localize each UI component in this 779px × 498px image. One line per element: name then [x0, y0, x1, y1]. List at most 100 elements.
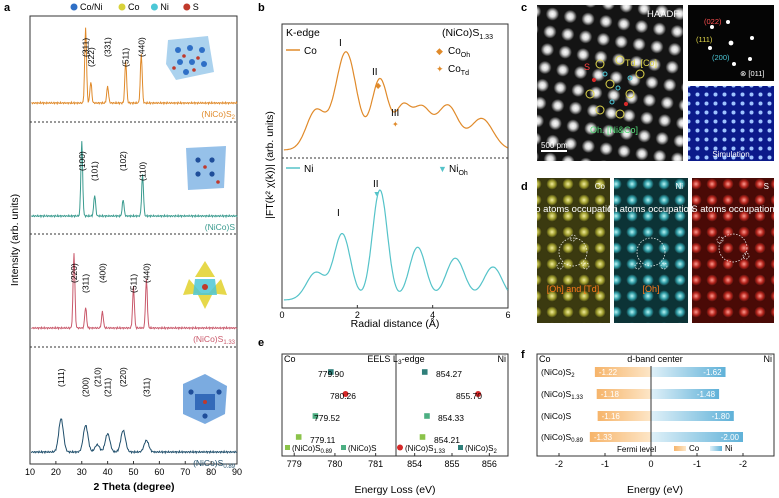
xrd-peak-label-0-0: (311): [81, 38, 91, 57]
xrd-tick-label-3: 40: [103, 467, 113, 477]
ni-oh-label: NiOh: [449, 164, 468, 177]
panel-label-c: c: [521, 2, 527, 14]
svg-text:(NiCo)S2: (NiCo)S2: [465, 444, 497, 455]
panel-a-ylabel: Intensity (arb. units): [9, 194, 21, 286]
ni-oh-marker-symbol: ▼: [438, 164, 447, 174]
f-tick-label-3: -1: [693, 459, 701, 469]
legend-ni-f: Ni: [725, 444, 733, 453]
co-td-marker-symbol: ✦: [436, 64, 444, 74]
legend-a: Co/Ni Co Ni S: [70, 2, 199, 12]
edge-label: K-edge: [286, 27, 320, 39]
xrd-peak-label-0-1: (222): [86, 47, 96, 67]
dband-bars: (NiCo)S2 -1.22 -1.62 (NiCo)S1.33 -1.18 -1.48 (…: [541, 367, 743, 444]
xrd-curve-3: [30, 418, 238, 455]
co-oh-point: ◆: [375, 81, 382, 90]
dband-value-co-1: -1.18: [601, 390, 620, 399]
xrd-peak-label-3-3: (211): [103, 378, 113, 397]
panel-label-e: e: [258, 337, 264, 349]
panel-f-frame: [536, 353, 775, 457]
panel-e-eels: e Co Ni EELS L3-edge 779.90780.26779.527…: [258, 337, 509, 496]
xrd-peak-label-3-4: (220): [118, 367, 128, 387]
eels-value-co-3: 779.11: [310, 435, 336, 445]
dband-value-co-2: -1.16: [602, 412, 621, 421]
co-td-label: CoTd: [448, 64, 469, 77]
material-label: (NiCo)S1.33: [442, 27, 493, 41]
xrd-peak-label-1-1: (101): [90, 161, 100, 181]
dband-value-co-3: -1.33: [594, 433, 613, 442]
legend-a-label-3: S: [193, 2, 199, 12]
xrd-tick-label-8: 90: [232, 467, 242, 477]
b-tick-label-2: 4: [430, 310, 435, 320]
eels-value-ni-2: 854.33: [438, 413, 464, 423]
legend-co-label: Co: [304, 46, 317, 57]
xrd-peak-label-0-3: (511): [121, 48, 131, 67]
s-label: S: [584, 62, 590, 72]
legend-a-label-2: Ni: [160, 2, 169, 12]
eels-point-co-3: [328, 369, 334, 375]
panel-f-xlabel: Energy (eV): [627, 484, 683, 496]
co-map-caption: Co atoms occupation: [528, 204, 617, 215]
svg-text:(NiCo)S1.33: (NiCo)S1.33: [405, 444, 446, 455]
eels-value-ni-3: 854.21: [434, 435, 460, 445]
co-oh-marker-symbol: ◆: [436, 46, 443, 56]
xrd-tick-label-1: 20: [51, 467, 61, 477]
xrd-peak-label-3-1: (200): [81, 377, 91, 397]
xrd-tick-label-0: 10: [25, 467, 35, 477]
eels-value-co-0: 779.90: [318, 369, 344, 379]
dband-value-ni-3: -2.00: [721, 433, 740, 442]
panel-a-xrd: a Co/Ni Co Ni S (311)(222)(331)(511)(440)(N…: [4, 2, 242, 493]
xrd-sample-label-0: (NiCo)S2: [201, 109, 235, 121]
panel-d-eds-maps: d Co Ni S Co atoms occupation Ni atoms o…: [521, 178, 775, 323]
eels-point-ni-3: [421, 369, 428, 375]
crystal-structure-icon-4: [183, 374, 227, 424]
xrd-peak-label-2-1: (311): [81, 274, 91, 293]
dband-value-ni-1: -1.48: [697, 390, 716, 399]
panel-e-ni-tag: Ni: [498, 354, 507, 364]
dband-bar-ni-2: [651, 411, 734, 421]
haadf-image: [537, 5, 683, 161]
e-tick-label-ni-1: 855: [444, 459, 459, 469]
e-tick-label-co-0: 779: [287, 459, 302, 469]
e-tick-label-co-2: 781: [368, 459, 383, 469]
dband-bar-co-2: [597, 411, 651, 421]
panel-label-d: d: [521, 181, 528, 193]
svg-text:Co atoms occupation: Co atoms occupation: [528, 204, 617, 215]
fft-zone-axis: ⊗ [011]: [740, 69, 765, 78]
co-map-bottom: [Oh] and [Td]: [547, 284, 600, 294]
panel-label-b: b: [258, 2, 265, 14]
xrd-sample-label-3: (NiCo)S0.89: [193, 458, 236, 470]
xrd-peak-label-0-4: (440): [136, 37, 146, 57]
ni-peak-I: I: [337, 208, 340, 219]
crystal-structure-icon-3: [183, 261, 227, 309]
e-tick-label-ni-2: 856: [482, 459, 497, 469]
xrd-peak-label-2-3: (511): [129, 274, 139, 293]
svg-text:S atoms occupation: S atoms occupation: [691, 204, 774, 215]
fft-label-200: (200): [712, 53, 730, 62]
eels-value-co-2: 779.52: [314, 413, 340, 423]
dband-category-2: (NiCo)S: [541, 411, 572, 421]
xrd-peak-label-3-2: (210): [92, 367, 102, 387]
panel-b-x-ticks: 0 2 4 6: [279, 305, 511, 320]
ni-map: [614, 178, 688, 323]
dband-bar-co-3: [589, 432, 651, 442]
eels-value-ni-0: 854.27: [436, 369, 462, 379]
legend-a-dot-2: [150, 3, 158, 11]
svg-text:(NiCo)S0.89: (NiCo)S0.89: [292, 444, 333, 455]
ni-map-caption: Ni atoms occupation: [608, 204, 694, 215]
panel-e-xlabel: Energy Loss (eV): [354, 484, 435, 496]
xrd-peak-label-2-0: (220): [69, 263, 79, 283]
xrd-peak-label-3-0: (111): [56, 368, 66, 387]
panel-e-legend: (NiCo)S0.89 (NiCo)S (NiCo)S1.33 (NiCo)S2: [285, 444, 497, 455]
td-co-label: Td. [Co]: [625, 58, 657, 68]
xrd-curve-2: [31, 253, 238, 331]
xrd-peak-label-0-2: (331): [103, 37, 113, 57]
e-tick-label-ni-0: 854: [407, 459, 422, 469]
xrd-curves: (311)(222)(331)(511)(440)(NiCo)S2(100)(1…: [30, 27, 238, 470]
xrd-curve-0: [31, 27, 238, 106]
fft-label-111: (111): [696, 35, 713, 44]
co-peak-I: I: [339, 38, 342, 49]
scale-bar-label: 500 pm: [541, 141, 568, 150]
legend-a-dot-0: [70, 3, 78, 11]
crystal-structure-icon-2: [186, 146, 226, 190]
